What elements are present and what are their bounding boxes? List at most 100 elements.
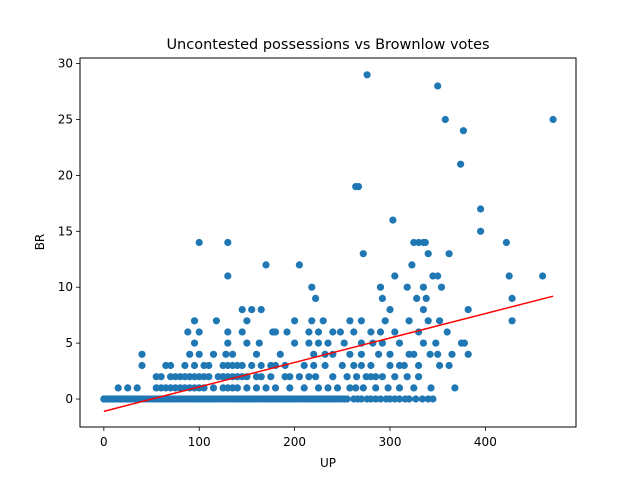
- y-tick-label: 10: [58, 280, 73, 294]
- scatter-point: [427, 384, 435, 392]
- scatter-point: [378, 294, 386, 302]
- scatter-point: [353, 373, 361, 381]
- scatter-point: [372, 373, 380, 381]
- scatter-point: [205, 361, 213, 370]
- scatter-point: [243, 339, 251, 347]
- scatter-point: [418, 395, 426, 403]
- scatter-point: [252, 350, 261, 358]
- scatter-point: [195, 328, 203, 336]
- scatter-point: [229, 350, 237, 358]
- scatter-point: [346, 317, 354, 325]
- scatter-point: [243, 317, 251, 325]
- scatter-point: [195, 238, 203, 247]
- scatter-point: [391, 328, 399, 336]
- scatter-point: [403, 283, 411, 291]
- scatter-point: [375, 350, 383, 358]
- scatter-point: [363, 71, 371, 79]
- scatter-point: [257, 306, 265, 314]
- scatter-point: [224, 272, 232, 280]
- trendline-group: [103, 295, 554, 413]
- scatter-point: [419, 339, 427, 347]
- y-axis-ticks: 0 5 10 15 20 25 30: [58, 57, 80, 406]
- scatter-point: [310, 361, 318, 370]
- scatter-points: [100, 71, 557, 403]
- scatter-point: [376, 395, 385, 403]
- scatter-point: [505, 272, 513, 280]
- scatter-point: [308, 317, 316, 325]
- scatter-point: [238, 328, 246, 336]
- y-tick-label: 20: [58, 168, 73, 182]
- scatter-point: [243, 384, 251, 392]
- scatter-point: [464, 350, 472, 358]
- scatter-point: [434, 350, 442, 358]
- scatter-point: [209, 350, 218, 358]
- scatter-point: [459, 127, 467, 135]
- scatter-point: [451, 384, 459, 392]
- scatter-point: [445, 250, 453, 258]
- scatter-point: [319, 317, 327, 325]
- scatter-point: [445, 361, 453, 370]
- scatter-point: [224, 339, 232, 347]
- y-tick-label: 25: [58, 113, 73, 127]
- scatter-point: [238, 306, 246, 314]
- scatter-point: [205, 373, 213, 381]
- scatter-point: [310, 350, 318, 358]
- scatter-point: [181, 361, 189, 370]
- scatter-point: [391, 373, 399, 381]
- scatter-point: [138, 361, 146, 370]
- scatter-point: [350, 361, 358, 370]
- scatter-point: [114, 384, 122, 392]
- scatter-point: [391, 272, 399, 280]
- scatter-point: [300, 384, 308, 392]
- scatter-point: [133, 384, 141, 392]
- scatter-point: [305, 373, 313, 381]
- scatter-point: [190, 317, 199, 325]
- scatter-point: [350, 328, 358, 336]
- scatter-point: [238, 361, 246, 370]
- scatter-point: [432, 339, 440, 347]
- scatter-point: [410, 384, 418, 392]
- scatter-point: [395, 339, 404, 347]
- x-axis-ticks: 0 100 200 300 400: [100, 427, 497, 449]
- scatter-point: [422, 294, 430, 302]
- scatter-point: [434, 272, 442, 280]
- scatter-point: [448, 350, 456, 358]
- scatter-point: [222, 350, 230, 358]
- scatter-point: [539, 272, 547, 280]
- scatter-point: [508, 294, 516, 302]
- scatter-point: [314, 328, 323, 336]
- scatter-point: [419, 283, 427, 291]
- scatter-point: [305, 328, 313, 336]
- scatter-point: [436, 317, 444, 325]
- scatter-point: [549, 115, 557, 124]
- scatter-point: [283, 328, 291, 336]
- x-tick-label: 0: [100, 435, 108, 449]
- scatter-point: [324, 339, 332, 347]
- scatter-point: [372, 384, 380, 392]
- scatter-point: [502, 238, 510, 247]
- scatter-point: [508, 317, 516, 325]
- scatter-point: [276, 350, 284, 358]
- y-tick-label: 15: [58, 224, 73, 238]
- scatter-point: [395, 395, 404, 403]
- scatter-point: [412, 395, 420, 403]
- scatter-point: [378, 373, 386, 381]
- y-tick-label: 5: [65, 336, 73, 350]
- scatter-point: [357, 361, 365, 370]
- scatter-point: [381, 317, 389, 325]
- scatter-point: [410, 350, 418, 358]
- scatter-point: [429, 395, 437, 403]
- y-tick-label: 30: [58, 57, 73, 71]
- scatter-point: [157, 373, 165, 381]
- scatter-point: [195, 350, 203, 358]
- scatter-point: [357, 317, 365, 325]
- scatter-point: [333, 384, 342, 392]
- chart-title: Uncontested possessions vs Brownlow vote…: [166, 37, 489, 53]
- scatter-point: [477, 227, 485, 235]
- scatter-point: [400, 361, 408, 370]
- scatter-point: [212, 317, 220, 325]
- scatter-point: [343, 373, 351, 381]
- scatter-point: [424, 317, 432, 325]
- scatter-point: [426, 350, 434, 358]
- scatter-point: [248, 361, 256, 370]
